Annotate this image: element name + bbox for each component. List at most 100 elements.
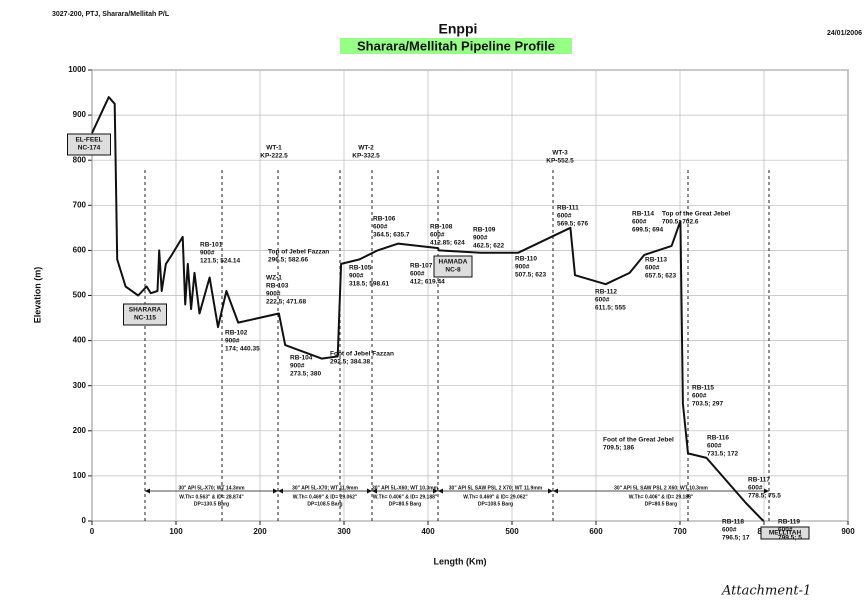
annotation-text: WT-1 <box>266 145 282 152</box>
annotation-text: RB-106 <box>373 216 396 223</box>
location-box <box>433 255 473 278</box>
annotation-text: 600# <box>748 485 763 492</box>
annotation-text: 600# <box>707 443 722 450</box>
annotation-text: RB-111 <box>557 205 579 212</box>
date: 24/01/2006 <box>827 30 862 37</box>
annotation-text: 600# <box>645 265 660 272</box>
annotation-text: 796.5; 17 <box>722 535 750 542</box>
annotation-text: 799.5; 5 <box>778 535 802 542</box>
annotation-text: 611.5; 555 <box>595 305 626 312</box>
x-tick-label: 400 <box>421 527 435 536</box>
annotation-text: Foot of Jebel Fazzan <box>330 351 394 358</box>
annotation-text: 600# <box>722 527 737 534</box>
x-tick-label: 0 <box>90 527 95 536</box>
annotation-text: 364.5; 635.7 <box>373 232 410 239</box>
section-text: DP=80.5 Barg <box>645 501 677 507</box>
annotation-text: 600# <box>632 219 647 226</box>
profile-line <box>91 96 765 522</box>
section-text: W.Th= 0.469" & ID= 29.062" <box>293 494 358 500</box>
location-box <box>67 133 111 156</box>
annotation-text: 699.5; 694 <box>632 227 663 234</box>
annotation-text: 900# <box>200 250 215 257</box>
annotation-text: 600# <box>430 232 445 239</box>
annotation-text: KP-332.5 <box>352 153 380 160</box>
location-box <box>123 303 167 326</box>
y-tick-label: 400 <box>73 336 87 345</box>
y-tick-label: 200 <box>73 426 87 435</box>
section-text: DP=108.5 Barg <box>307 501 342 507</box>
annotation-text: RB-115 <box>692 385 714 392</box>
annotation-text: WZ-1 <box>266 275 282 282</box>
annotation-text: 900# <box>225 338 240 345</box>
annotation-text: SHARARA <box>129 307 162 314</box>
annotation-text: 412.85; 624 <box>430 240 465 247</box>
annotation-text: EL-FEEL <box>75 137 102 144</box>
annotation-text: KP-552.5 <box>546 158 574 165</box>
annotation-text: RB-113 <box>645 257 667 264</box>
annotation-text: RB-117 <box>748 477 770 484</box>
annotation-text: RB-112 <box>595 289 617 296</box>
annotation-text: 121.5; 524.14 <box>200 258 241 265</box>
annotation-text: 900# <box>290 363 305 370</box>
x-tick-label: 600 <box>589 527 603 536</box>
annotation-text: Top of Jebel Fazzan <box>268 249 329 256</box>
annotation-text: RB-104 <box>290 355 313 362</box>
x-axis-label: Length (Km) <box>434 556 487 566</box>
annotation-text: 273.5; 380 <box>290 371 321 378</box>
annotation-text: 778.5; 75.5 <box>748 493 781 500</box>
annotation-text: RB-110 <box>515 256 537 263</box>
annotation-text: 900# <box>515 264 530 271</box>
section-text: W.Th= 0.563" & ID= 28.874" <box>179 494 244 500</box>
annotation-text: 462.5; 622 <box>473 243 504 250</box>
section-text: W.Th= 0.406" & ID= 29.188" <box>373 494 438 500</box>
y-tick-label: 100 <box>73 471 87 480</box>
annotation-text: 296.5; 582.66 <box>268 257 309 264</box>
chart-title: Sharara/Mellitah Pipeline Profile <box>357 38 555 53</box>
annotation-text: 600# <box>778 527 793 534</box>
section-text: DP=80.5 Barg <box>389 501 421 507</box>
annotation-text: HAMADA <box>439 259 468 266</box>
section-text: 30" API 5L SAW PSL 2 X70; WT 11.9mm <box>449 485 543 491</box>
section-text: 30" API 5L-X60; WT 10.3mm <box>372 485 439 491</box>
annotation-text: RB-102 <box>225 330 248 337</box>
y-tick-label: 600 <box>73 246 87 255</box>
annotation-text: 600# <box>557 213 572 220</box>
annotation-text: 412; 619.44 <box>410 279 445 286</box>
section-text: DP=130.5 Barg <box>194 501 229 507</box>
annotation-text: 600# <box>373 224 388 231</box>
y-tick-label: 900 <box>73 110 87 119</box>
annotation-text: RB-101 <box>200 242 223 249</box>
section-text: W.Th= 0.469" & ID= 29.062" <box>463 494 528 500</box>
annotation-text: 600# <box>595 297 610 304</box>
y-tick-label: 700 <box>73 200 87 209</box>
annotation-text: Top of the Great Jebel <box>662 211 730 218</box>
annotation-text: 174; 440.35 <box>225 346 260 353</box>
annotation-text: 900# <box>266 291 281 298</box>
x-tick-label: 300 <box>337 527 351 536</box>
annotation-text: KP-222.5 <box>260 153 288 160</box>
annotation-text: 600# <box>410 271 425 278</box>
annotation-text: 569.5; 676 <box>557 221 588 228</box>
annotation-text: RB-109 <box>473 227 496 234</box>
section-text: 30" API 5L-X70; WT 11.9mm <box>292 485 358 491</box>
annotation-text: WT-3 <box>552 150 568 157</box>
annotation-text: 600# <box>692 393 707 400</box>
y-tick-label: 0 <box>82 516 87 525</box>
annotation-text: RB-107 <box>410 263 433 270</box>
annotation-text: 900# <box>473 235 488 242</box>
annotation-text: 507.5; 623 <box>515 272 546 279</box>
annotation-text: RB-114 <box>632 211 654 218</box>
section-text: DP=108.5 Barg <box>478 501 513 507</box>
title-highlight <box>340 38 572 54</box>
annotation-text: 731.5; 172 <box>707 451 738 458</box>
annotation-text: RB-118 <box>722 519 744 526</box>
x-tick-label: 700 <box>673 527 687 536</box>
x-tick-label: 200 <box>253 527 267 536</box>
annotation-text: RB-108 <box>430 224 453 231</box>
annotation-text: MELLITAH <box>769 530 802 537</box>
section-text: 30" API 5L-X70; WT 14.3mm <box>178 485 245 491</box>
annotation-text: RB-105 <box>349 265 372 272</box>
doc-ref: 3027-200, PTJ, Sharara/Mellitah P/L <box>52 11 170 18</box>
x-tick-label: 100 <box>169 527 183 536</box>
